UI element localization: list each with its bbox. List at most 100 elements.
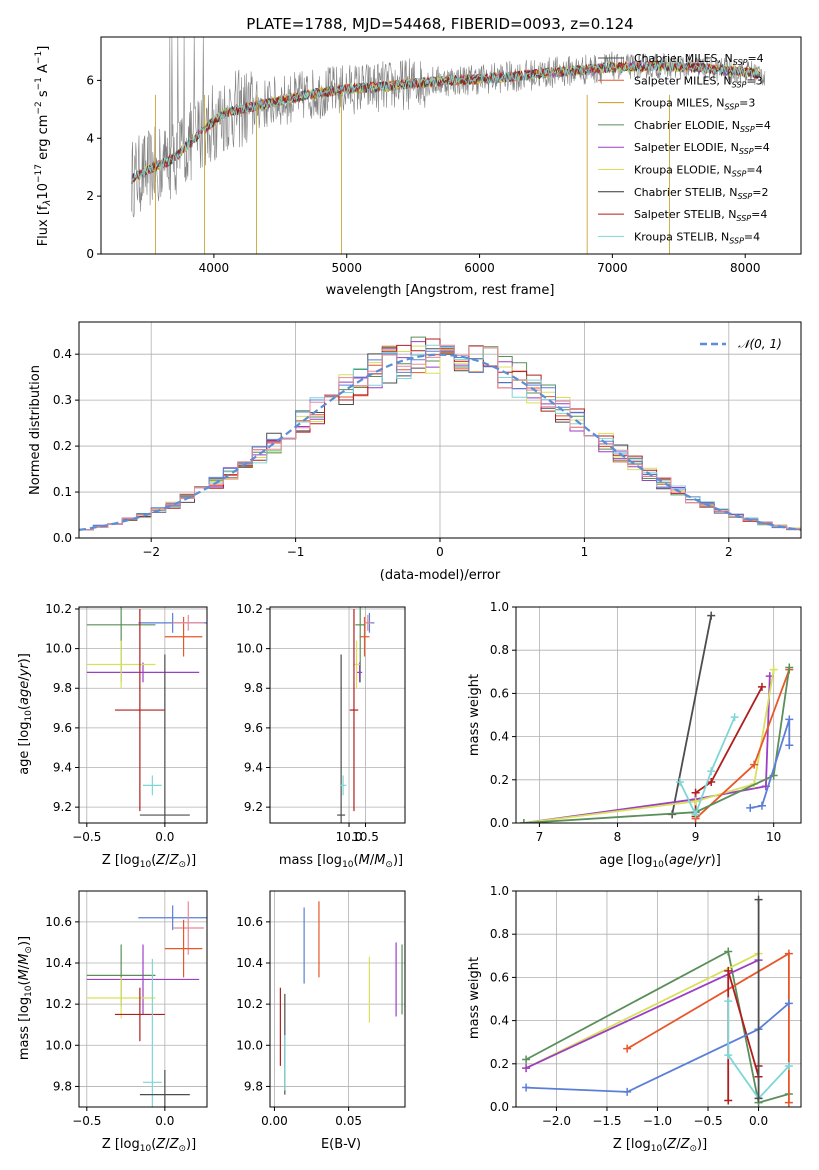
series-marker bbox=[757, 682, 766, 691]
z-age-xlabel: Z [log10(Z/Z⊙)] bbox=[102, 853, 196, 870]
y-tick-label: 10.2 bbox=[236, 602, 263, 616]
y-tick-label: 0.2 bbox=[53, 439, 72, 453]
y-tick-label: 10.4 bbox=[236, 956, 263, 970]
x-tick-label: 7000 bbox=[597, 261, 628, 275]
y-tick-label: 0.0 bbox=[490, 816, 509, 830]
axes-frame bbox=[269, 606, 406, 824]
age-weight-xlabel: age [log10(age/yr)] bbox=[599, 853, 721, 870]
x-tick-label: 8000 bbox=[730, 261, 761, 275]
y-tick-label: 0.8 bbox=[490, 643, 509, 657]
y-tick-label: 10.0 bbox=[236, 642, 263, 656]
y-tick-label: 9.8 bbox=[244, 1079, 263, 1093]
y-tick-label: 2 bbox=[86, 189, 94, 203]
normal-curve-line bbox=[79, 353, 801, 531]
series-marker bbox=[519, 819, 528, 823]
y-tick-label: 0.0 bbox=[490, 1100, 509, 1114]
y-tick-label: 0.4 bbox=[490, 730, 509, 744]
series-marker bbox=[784, 999, 793, 1008]
legend-label: Chabrier STELIB, NSSP=2 bbox=[634, 186, 768, 201]
y-tick-label: 9.2 bbox=[244, 800, 263, 814]
legend-label: Salpeter ELODIE, NSSP=4 bbox=[634, 141, 770, 156]
residuals-xlabel: (data-model)/error bbox=[380, 568, 501, 583]
x-tick-label: 0 bbox=[436, 545, 444, 559]
spectrum-legend: Chabrier MILES, NSSP=4 Salpeter MILES, NS… bbox=[598, 52, 771, 245]
y-tick-label: 10.2 bbox=[45, 997, 72, 1011]
series-marker bbox=[522, 1055, 531, 1064]
series-group bbox=[522, 895, 793, 1107]
x-tick-label: 4000 bbox=[199, 261, 230, 275]
series-marker bbox=[785, 715, 794, 724]
y-tick-label: 10.2 bbox=[236, 997, 263, 1011]
series-marker bbox=[754, 895, 763, 904]
y-tick-label: 10.0 bbox=[45, 642, 72, 656]
spectrum-lines bbox=[131, 37, 766, 254]
y-tick-label: 9.6 bbox=[244, 721, 263, 735]
x-tick-label: 0.0 bbox=[155, 1114, 174, 1128]
y-tick-label: 0.2 bbox=[490, 1057, 509, 1071]
x-tick-label: −1.5 bbox=[592, 1114, 621, 1128]
series-line bbox=[523, 676, 771, 823]
mass-age-xlabel: mass [log10(M/M⊙)] bbox=[279, 853, 403, 870]
legend-label: Kroupa MILES, NSSP=3 bbox=[634, 97, 755, 112]
legend-label: Chabrier MILES, NSSP=4 bbox=[634, 52, 764, 67]
series-marker bbox=[623, 1044, 632, 1053]
x-tick-label: 1 bbox=[581, 545, 589, 559]
spectrum-ylabel: Flux [fλ10−17 erg cm−2 s−1 A−1] bbox=[34, 46, 53, 247]
series-line bbox=[523, 667, 791, 823]
y-tick-label: 10.0 bbox=[45, 1038, 72, 1052]
residuals-ylabel: Normed distribution bbox=[28, 365, 43, 495]
series-line bbox=[750, 719, 791, 809]
x-tick-label: −0.5 bbox=[72, 1114, 101, 1128]
panel-z-mass: −0.5 0.0 9.8 10.0 10.2 10.4 10.6 bbox=[45, 890, 208, 1128]
panel-spectrum: 4000 5000 6000 7000 8000 0 2 4 6 bbox=[86, 36, 802, 275]
y-tick-label: 0.8 bbox=[490, 927, 509, 941]
panel-z-age: −0.5 0.0 9.2 9.4 9.6 9.8 10.0 10.2 bbox=[45, 602, 208, 844]
y-tick-label: 9.2 bbox=[53, 800, 72, 814]
series-marker bbox=[707, 777, 716, 786]
x-tick-label: 0.05 bbox=[335, 1114, 362, 1128]
y-tick-label: 0.4 bbox=[53, 347, 72, 361]
x-tick-label: 10.5 bbox=[352, 830, 379, 844]
x-tick-label: 10.0 bbox=[336, 830, 363, 844]
histogram-group bbox=[79, 336, 801, 531]
x-tick-label: 6000 bbox=[464, 261, 495, 275]
series-marker bbox=[730, 713, 739, 722]
panel-ebv-mass: 0.00 0.05 9.8 10.0 10.2 10.4 10.6 bbox=[236, 890, 406, 1128]
y-tick-label: 1.0 bbox=[490, 600, 509, 614]
axes-frame bbox=[78, 890, 208, 1108]
legend-label: Kroupa ELODIE, NSSP=4 bbox=[634, 164, 763, 179]
y-tick-label: 0.3 bbox=[53, 393, 72, 407]
x-tick-label: 0.00 bbox=[261, 1114, 288, 1128]
model-spectrum-line bbox=[131, 60, 760, 184]
x-tick-label: 5000 bbox=[331, 261, 362, 275]
panel-residuals: −2 −1 0 1 2 0.0 0.1 0.2 0.3 0.4 bbox=[53, 321, 802, 559]
series-marker bbox=[785, 663, 794, 672]
series-marker bbox=[691, 810, 700, 819]
axes-frame bbox=[78, 606, 208, 824]
y-tick-label: 9.6 bbox=[53, 721, 72, 735]
y-tick-label: 0.0 bbox=[53, 531, 72, 545]
series-marker bbox=[522, 1064, 531, 1073]
series-marker bbox=[522, 1083, 531, 1092]
y-tick-label: 9.8 bbox=[53, 1079, 72, 1093]
series-marker bbox=[746, 803, 755, 812]
y-tick-label: 0.6 bbox=[490, 686, 509, 700]
x-tick-label: 10 bbox=[766, 830, 781, 844]
legend-label: Salpeter MILES, NSSP=3 bbox=[634, 74, 763, 89]
series-marker bbox=[707, 767, 716, 776]
series-marker bbox=[784, 1061, 793, 1070]
y-tick-label: 0 bbox=[86, 247, 94, 261]
y-tick-label: 9.8 bbox=[244, 681, 263, 695]
x-tick-label: −1.0 bbox=[643, 1114, 672, 1128]
y-tick-label: 0.6 bbox=[490, 970, 509, 984]
y-tick-label: 9.4 bbox=[53, 761, 72, 775]
series-marker bbox=[754, 1094, 763, 1103]
series-marker bbox=[691, 797, 700, 806]
series-marker bbox=[784, 949, 793, 958]
age-weight-ylabel: mass weight bbox=[467, 674, 482, 756]
x-tick-label: 0.0 bbox=[155, 830, 174, 844]
series-line bbox=[727, 1001, 790, 1100]
series-marker bbox=[784, 1098, 793, 1107]
series-group bbox=[519, 611, 794, 823]
